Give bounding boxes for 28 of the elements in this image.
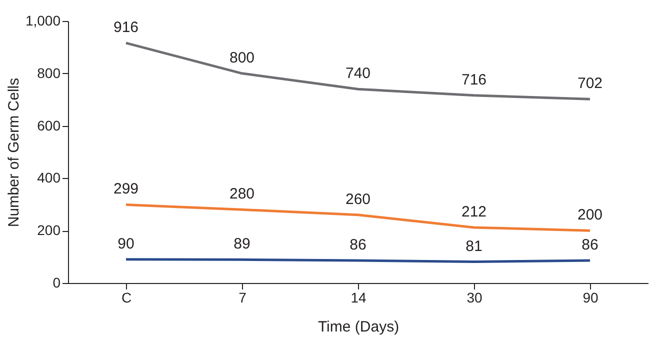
- data-label: 90: [118, 235, 134, 252]
- data-label: 212: [461, 203, 487, 220]
- data-label: 916: [113, 19, 139, 36]
- y-tick-label: 600: [37, 117, 61, 134]
- x-axis-title: Time (Days): [318, 318, 400, 336]
- x-tick-label: 90: [582, 290, 598, 306]
- data-label: 280: [229, 186, 255, 203]
- data-label: 86: [350, 236, 366, 254]
- x-tick-label: 14: [350, 290, 366, 306]
- data-label: 260: [345, 190, 371, 208]
- data-label: 716: [461, 71, 487, 88]
- y-tick-label: 200: [37, 222, 61, 238]
- data-label: 702: [577, 75, 603, 92]
- data-label: 89: [234, 236, 250, 253]
- data-label: 800: [229, 49, 255, 66]
- x-tick-label: C: [121, 290, 132, 306]
- data-label: 299: [113, 180, 139, 198]
- y-tick-label: 800: [37, 64, 61, 81]
- y-tick-label: 400: [37, 170, 61, 186]
- data-label: 740: [345, 65, 371, 82]
- y-tick-label: 0: [52, 274, 61, 290]
- x-tick-label: 30: [466, 290, 482, 306]
- y-axis-title: Number of Germ Cells: [5, 78, 22, 228]
- y-tick-label: 1,000: [25, 12, 61, 28]
- data-label: 200: [577, 206, 603, 224]
- data-label: 81: [466, 238, 482, 255]
- data-label: 86: [582, 236, 598, 254]
- x-tick-label: 7: [238, 290, 247, 306]
